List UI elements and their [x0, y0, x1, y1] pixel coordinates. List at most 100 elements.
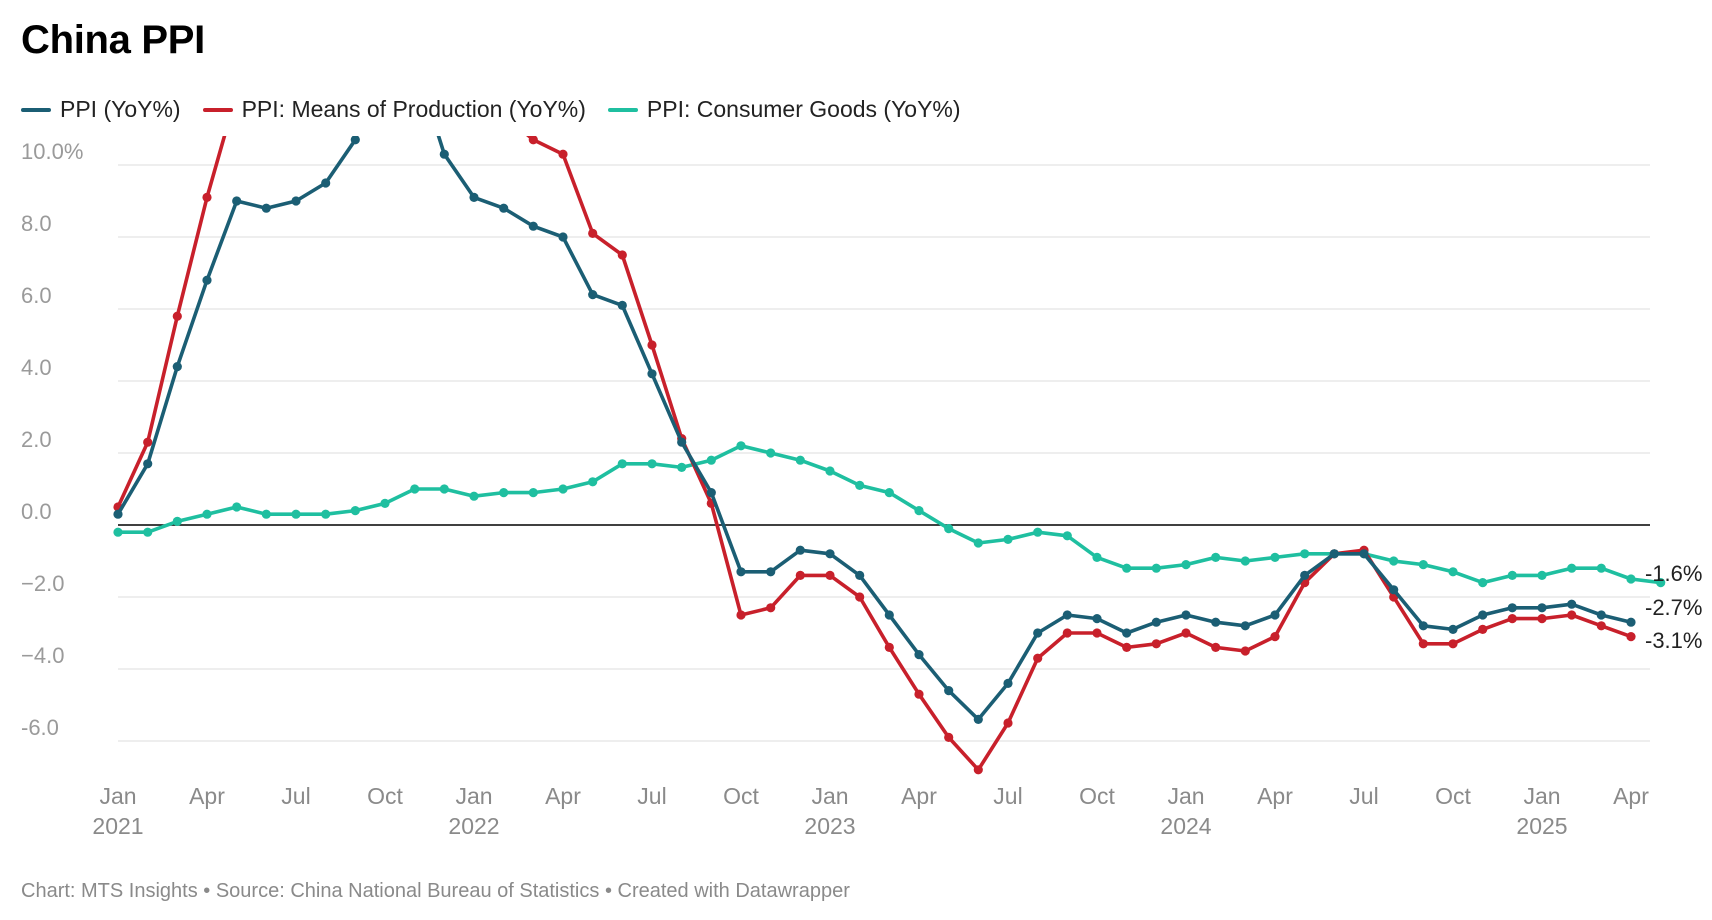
data-point	[469, 491, 479, 501]
chart-footer: Chart: MTS Insights • Source: China Nati…	[21, 880, 850, 903]
footer-separator-1: •	[197, 880, 216, 902]
footer-separator-2: •	[599, 880, 618, 902]
data-point	[232, 196, 242, 206]
data-point	[973, 714, 983, 725]
data-point	[321, 509, 331, 519]
data-point	[884, 488, 894, 498]
data-point	[528, 488, 538, 498]
data-point	[410, 56, 419, 65]
data-point	[884, 642, 894, 653]
y-tick-label: 2.0	[21, 427, 52, 452]
series-lines	[113, 6, 1666, 775]
x-tick-label: Jul	[993, 783, 1022, 809]
data-point	[1270, 632, 1280, 642]
data-point	[795, 570, 805, 581]
data-point	[1062, 628, 1072, 638]
end-label: -2.7%	[1645, 595, 1702, 620]
data-point	[1092, 614, 1102, 624]
data-point	[528, 136, 538, 145]
legend-item-consumer-goods: PPI: Consumer Goods (YoY%)	[607, 96, 961, 123]
y-axis-ticks: 10.0% 8.0 6.0 4.0 2.0 0.0 −2.0 −4.0 -6.0	[21, 139, 83, 740]
data-point	[469, 192, 479, 202]
data-point	[914, 689, 924, 699]
data-point	[291, 196, 301, 206]
data-point	[1537, 570, 1547, 581]
data-point	[261, 509, 271, 519]
data-point	[499, 203, 509, 213]
data-point	[766, 448, 776, 458]
x-tick-label: Oct	[723, 783, 759, 809]
data-point	[469, 85, 478, 94]
data-point	[1211, 642, 1221, 653]
x-tick-year-label: 2024	[1160, 813, 1211, 839]
legend-label-means-of-production: PPI: Means of Production (YoY%)	[241, 96, 586, 122]
y-tick-label: 8.0	[21, 211, 52, 236]
data-point	[617, 250, 627, 260]
x-tick-label: Apr	[545, 783, 581, 809]
data-point	[1596, 563, 1606, 573]
y-tick-label: 4.0	[21, 355, 52, 380]
data-point	[261, 203, 271, 213]
data-point	[1151, 639, 1161, 649]
data-point	[825, 570, 835, 581]
data-point	[1537, 614, 1547, 624]
x-tick-label: Apr	[901, 783, 937, 809]
legend-item-ppi: PPI (YoY%)	[21, 96, 181, 123]
data-point	[617, 300, 627, 310]
legend-item-means-of-production: PPI: Means of Production (YoY%)	[202, 96, 586, 123]
end-label: -3.1%	[1645, 628, 1702, 653]
end-labels: -1.6% -2.7% -3.1%	[1645, 561, 1702, 653]
data-point	[647, 369, 657, 379]
series-ppi-consumer-goods-yoy	[113, 441, 1666, 588]
data-point	[617, 459, 627, 469]
data-point	[1626, 574, 1636, 584]
data-point	[351, 6, 360, 15]
x-tick-label: Oct	[1435, 783, 1471, 809]
data-point	[825, 466, 835, 476]
x-tick-year-label: 2021	[92, 813, 143, 839]
data-point	[1003, 678, 1013, 689]
data-point	[855, 570, 865, 581]
series-ppi-yoy	[113, 34, 1636, 725]
data-point	[440, 9, 449, 18]
data-point	[973, 765, 983, 775]
x-tick-label: Apr	[189, 783, 225, 809]
data-point	[1181, 560, 1191, 570]
data-point	[113, 527, 123, 537]
data-point	[499, 488, 509, 498]
data-point	[884, 610, 894, 620]
data-point	[262, 96, 271, 105]
data-point	[172, 311, 182, 321]
footer-created: Created with Datawrapper	[617, 880, 850, 902]
data-point	[439, 484, 449, 494]
data-point	[202, 275, 212, 285]
legend-swatch-means-of-production	[202, 107, 233, 112]
chart-title: China PPI	[21, 18, 205, 62]
x-tick-year-label: 2025	[1516, 813, 1567, 839]
data-point	[1033, 628, 1043, 638]
data-point	[588, 228, 598, 238]
data-point	[321, 178, 331, 188]
x-axis-ticks: Jan 2021 Apr Jul Oct Jan 2022 Apr Jul Oct Jan 2023 A…	[92, 783, 1649, 839]
data-point	[202, 509, 212, 519]
x-tick-label: Jan	[1167, 783, 1204, 809]
data-point	[1448, 639, 1458, 649]
x-tick-year-label: 2023	[804, 813, 855, 839]
data-point	[677, 437, 687, 447]
data-point	[1300, 570, 1310, 581]
data-point	[143, 459, 153, 469]
x-tick-label: Apr	[1613, 783, 1649, 809]
data-point	[1359, 549, 1369, 559]
data-point	[1389, 556, 1399, 566]
data-point	[647, 340, 657, 350]
series-ppi-means-of-production-yoy	[113, 6, 1636, 775]
data-point	[380, 34, 389, 43]
data-point	[1626, 617, 1636, 627]
x-tick-label: Oct	[367, 783, 403, 809]
data-point	[291, 509, 301, 519]
data-point	[1122, 563, 1132, 573]
legend-label-consumer-goods: PPI: Consumer Goods (YoY%)	[646, 96, 961, 122]
data-point	[1567, 563, 1577, 573]
data-point	[1270, 552, 1280, 563]
x-tick-label: Apr	[1257, 783, 1293, 809]
